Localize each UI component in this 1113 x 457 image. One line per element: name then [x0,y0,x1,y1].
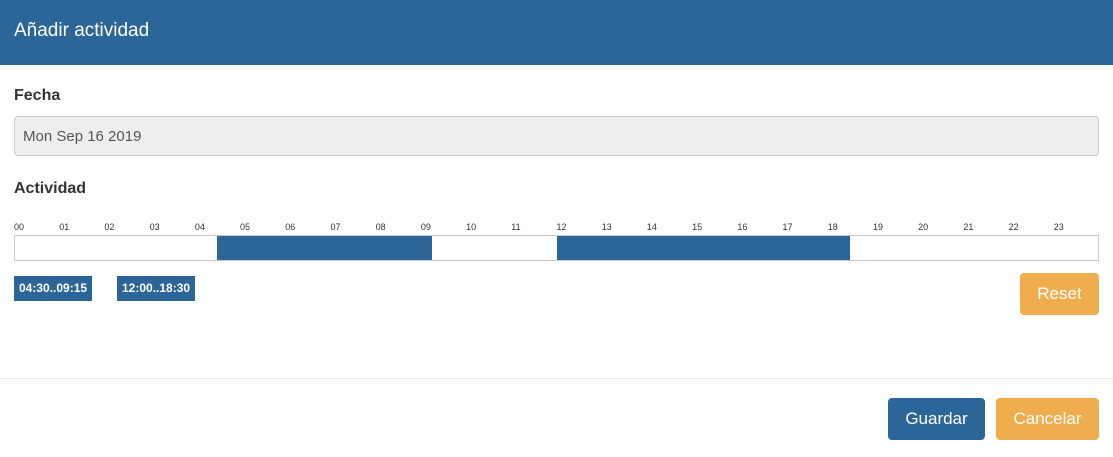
timeline[interactable] [14,235,1099,261]
hour-label: 19 [872,222,883,232]
date-input[interactable]: Mon Sep 16 2019 [14,116,1099,156]
header [0,0,1113,65]
hour-label: 17 [782,222,793,232]
hour-label: 12 [556,222,567,232]
hour-label: 08 [375,222,386,232]
hour-label: 23 [1053,222,1064,232]
hour-label: 09 [420,222,431,232]
hour-label: 01 [59,222,70,232]
modal-title: Añadir actividad [14,20,150,41]
hour-label: 00 [14,222,25,232]
hour-label: 22 [1008,222,1019,232]
hour-label: 02 [104,222,115,232]
activity-block[interactable] [556,236,851,260]
reset-button[interactable]: Reset [1020,273,1099,315]
hour-label: 20 [918,222,929,232]
hour-label: 21 [963,222,974,232]
divider [0,378,1113,379]
hour-label: 18 [827,222,838,232]
range-tag[interactable]: 12:00..18:30 [117,276,196,301]
field-label: Fecha [14,87,61,104]
hour-label: 07 [330,222,341,232]
hour-label: 03 [149,222,160,232]
hour-label: 06 [285,222,296,232]
hour-label: 04 [194,222,205,232]
hour-label: 16 [737,222,748,232]
hour-label: 11 [511,222,521,232]
range-tag[interactable]: 04:30..09:15 [14,276,93,301]
hour-label: 10 [466,222,477,232]
activity-block[interactable] [217,236,433,260]
hour-label: 05 [240,222,251,232]
cancel-button[interactable]: Cancelar [996,398,1099,440]
hour-label: 13 [601,222,612,232]
field-label: Actividad [14,180,87,197]
save-button[interactable]: Guardar [888,398,985,440]
hour-label: 14 [646,222,657,232]
hour-label: 15 [692,222,703,232]
